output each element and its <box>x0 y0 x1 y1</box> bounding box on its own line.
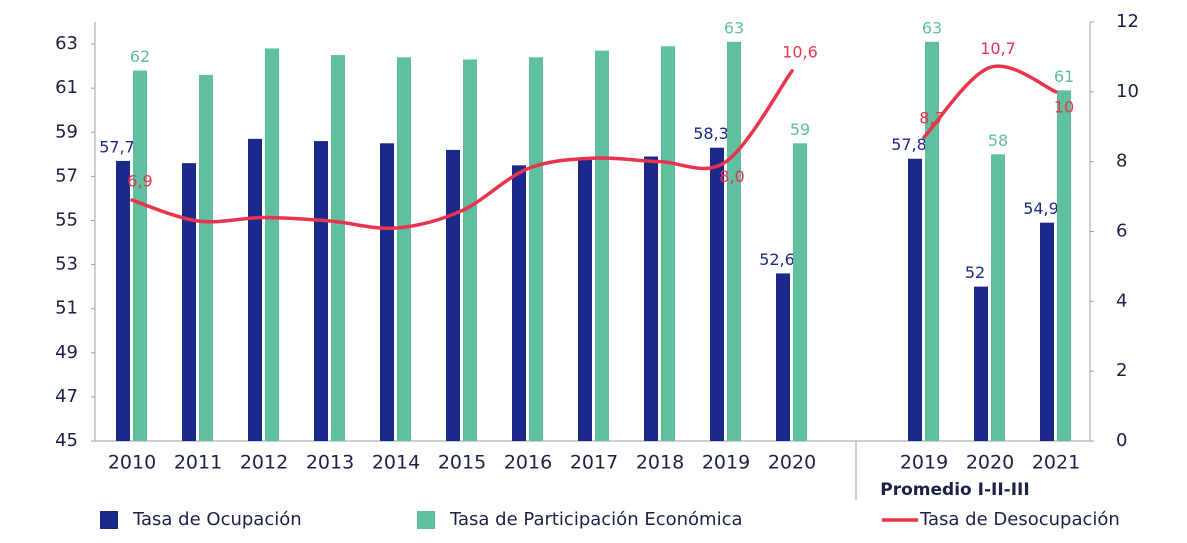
bar <box>199 74 213 441</box>
legend-label: Tasa de Participación Económica <box>449 509 743 530</box>
x-tick-label: 2017 <box>570 452 618 474</box>
legend-label: Tasa de Ocupación <box>132 509 302 530</box>
line <box>130 64 1058 231</box>
bar <box>314 141 328 441</box>
y2-tick-label: 10 <box>1116 81 1139 102</box>
bar <box>1057 90 1071 441</box>
bar <box>133 70 147 441</box>
x-tick-label: 2016 <box>504 452 552 474</box>
bar <box>776 273 790 441</box>
data-label: 61 <box>1054 67 1074 86</box>
y-tick-label: 61 <box>55 77 78 98</box>
bar <box>1040 222 1054 441</box>
bar <box>974 286 988 441</box>
y-tick-label: 55 <box>55 209 78 230</box>
bar <box>644 156 658 441</box>
data-label: 10,6 <box>782 42 818 61</box>
legend-swatch <box>100 511 118 529</box>
bar <box>248 138 262 441</box>
x-tick-label: 2019 <box>702 452 750 474</box>
bar <box>331 55 345 441</box>
x-tick-label: 2020 <box>966 452 1014 474</box>
y-tick-label: 49 <box>55 342 78 363</box>
legend-label: Tasa de Desocupación <box>919 509 1120 530</box>
bar <box>397 57 411 441</box>
bar <box>578 158 592 441</box>
x-tick-label: 2013 <box>306 452 354 474</box>
y-tick-label: 47 <box>55 386 78 407</box>
legend-swatch <box>417 511 435 529</box>
y-tick-label: 63 <box>55 33 78 54</box>
x-tick-label: 2015 <box>438 452 486 474</box>
data-label: 58,3 <box>693 124 729 143</box>
bar <box>265 48 279 441</box>
y2-tick-label: 12 <box>1116 11 1139 32</box>
y-tick-label: 45 <box>55 430 78 451</box>
data-label: 8,7 <box>919 109 944 128</box>
x-tick-label: 2021 <box>1032 452 1080 474</box>
x-tick-label: 2014 <box>372 452 420 474</box>
bar <box>463 59 477 442</box>
data-label: 54,9 <box>1023 199 1059 218</box>
y-tick-label: 51 <box>55 298 78 319</box>
y2-tick-label: 6 <box>1116 221 1127 242</box>
y-tick-label: 53 <box>55 254 78 275</box>
bar <box>991 154 1005 441</box>
data-label: 8,0 <box>719 167 744 186</box>
data-label: 57,8 <box>891 135 927 154</box>
bar <box>908 158 922 441</box>
bar <box>710 147 724 441</box>
data-label: 59 <box>790 120 810 139</box>
y2-tick-label: 0 <box>1116 430 1127 451</box>
bar <box>512 165 526 441</box>
data-label: 63 <box>922 18 942 37</box>
x-tick-label: 2010 <box>108 452 156 474</box>
y2-tick-label: 4 <box>1116 290 1127 311</box>
y-tick-label: 59 <box>55 121 78 142</box>
bar <box>595 50 609 441</box>
bar <box>182 163 196 441</box>
bar <box>727 41 741 441</box>
y2-tick-label: 2 <box>1116 360 1127 381</box>
bar <box>925 41 939 441</box>
x-tick-label: 2018 <box>636 452 684 474</box>
data-label: 52,6 <box>759 250 795 269</box>
bar <box>116 160 130 441</box>
x-tick-label: 2011 <box>174 452 222 474</box>
y2-tick-label: 8 <box>1116 151 1127 172</box>
data-label: 10 <box>1054 97 1074 116</box>
data-label: 57,7 <box>99 137 135 156</box>
data-label: 58 <box>988 131 1008 150</box>
x-tick-label: 2019 <box>900 452 948 474</box>
data-label: 63 <box>724 18 744 37</box>
x-tick-label: 2012 <box>240 452 288 474</box>
bar <box>529 57 543 441</box>
data-label: 10,7 <box>980 39 1016 58</box>
bar <box>661 46 675 441</box>
data-label: 52 <box>965 263 985 282</box>
data-label: 62 <box>130 47 150 66</box>
x-tick-label: 2020 <box>768 452 816 474</box>
bar <box>446 149 460 441</box>
bar <box>380 143 394 441</box>
bar <box>793 143 807 441</box>
group-label: Promedio I-II-III <box>880 480 1029 500</box>
data-label: 6,9 <box>127 172 152 191</box>
y-tick-label: 57 <box>55 165 78 186</box>
